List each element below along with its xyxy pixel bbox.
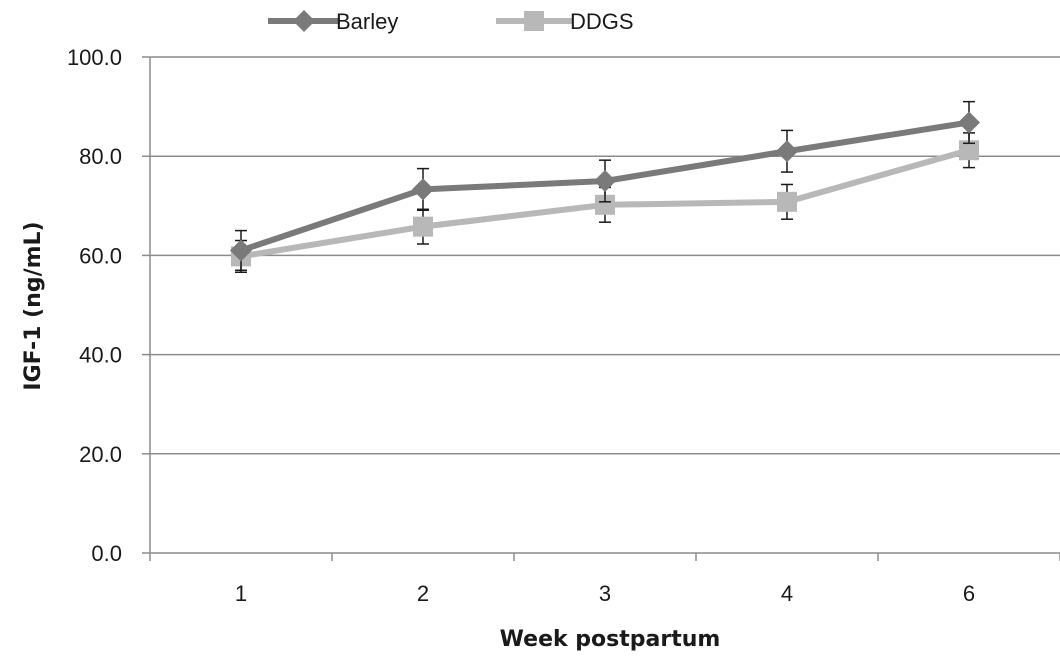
legend-item-barley: Barley <box>268 9 398 34</box>
legend-label: Barley <box>336 9 398 34</box>
x-tick-label: 3 <box>599 581 611 606</box>
series-group <box>230 100 980 274</box>
data-point <box>412 178 434 201</box>
legend-label: DDGS <box>570 9 634 34</box>
x-tick-label: 6 <box>963 581 975 606</box>
legend-marker <box>293 10 315 32</box>
data-point <box>413 216 433 237</box>
data-point <box>958 111 980 134</box>
y-tick-label: 40.0 <box>79 343 122 368</box>
series-ddgs <box>231 132 979 274</box>
data-point <box>777 191 797 212</box>
y-tick-label: 60.0 <box>79 243 122 268</box>
y-tick-label: 20.0 <box>79 442 122 467</box>
y-tick-label: 100.0 <box>67 45 122 70</box>
data-point <box>230 239 252 262</box>
x-tick-label: 4 <box>781 581 793 606</box>
legend-marker <box>524 11 544 31</box>
data-point <box>594 170 616 192</box>
x-axis-title: Week postpartum <box>500 627 721 652</box>
data-point <box>959 140 979 161</box>
y-tick-label: 80.0 <box>79 144 122 169</box>
y-tick-label: 0.0 <box>91 541 122 566</box>
series-barley <box>230 100 980 272</box>
x-tick-labels: 1 2 3 4 6 <box>235 581 975 606</box>
y-tick-labels: 0.0 20.0 40.0 60.0 80.0 100.0 <box>67 45 122 566</box>
y-axis-title: IGF-1 (ng/mL) <box>21 221 46 390</box>
x-tick-label: 1 <box>235 581 247 606</box>
axes <box>142 56 1060 561</box>
x-tick-label: 2 <box>417 581 429 606</box>
legend: Barley DDGS <box>268 9 634 34</box>
data-point <box>595 194 615 215</box>
data-point <box>776 140 798 163</box>
gridlines <box>150 56 1060 455</box>
legend-item-ddgs: DDGS <box>496 9 634 34</box>
